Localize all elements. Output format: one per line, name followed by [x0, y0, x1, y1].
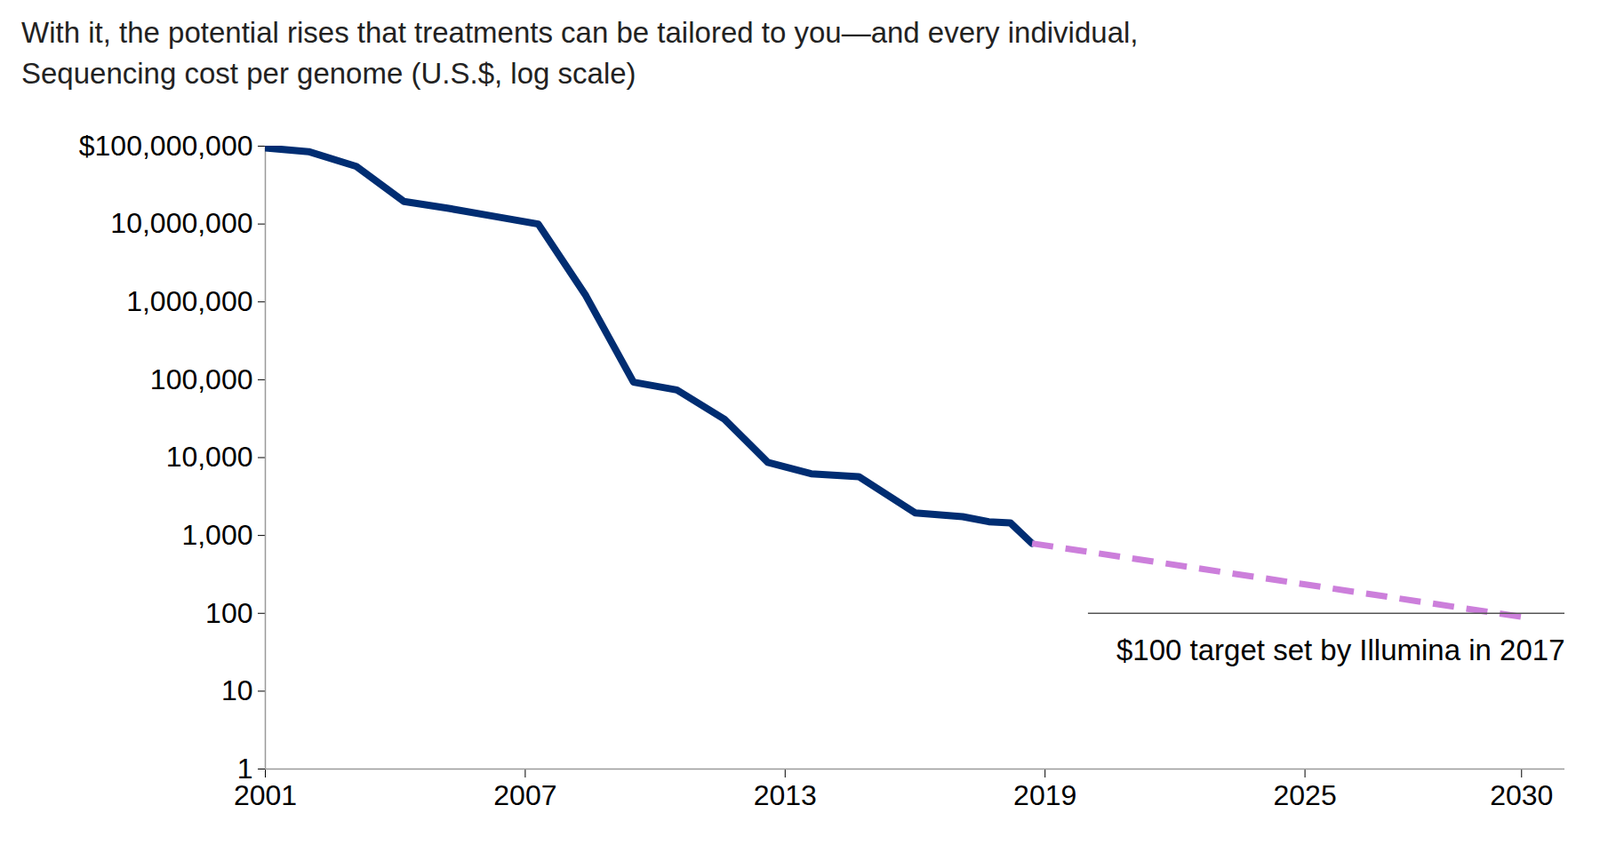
svg-text:2001: 2001 [233, 779, 297, 812]
svg-text:10: 10 [221, 674, 254, 707]
svg-text:$100,000,000: $100,000,000 [79, 129, 254, 162]
svg-text:10,000: 10,000 [166, 440, 254, 473]
svg-text:1,000,000: 1,000,000 [126, 285, 253, 318]
svg-text:100,000: 100,000 [150, 363, 254, 396]
svg-text:1: 1 [237, 752, 253, 785]
svg-text:$100 target set by Illumina in: $100 target set by Illumina in 2017 [1116, 633, 1566, 667]
svg-text:2007: 2007 [493, 779, 557, 812]
svg-text:100: 100 [205, 596, 253, 629]
svg-text:2013: 2013 [753, 779, 817, 812]
html-text:With it, the potential rises t: With it, the potential rises that treatm… [21, 16, 1139, 49]
svg-text:2025: 2025 [1273, 779, 1337, 812]
svg-text:10,000,000: 10,000,000 [110, 207, 253, 240]
svg-text:2030: 2030 [1489, 779, 1553, 812]
svg-text:2019: 2019 [1013, 779, 1077, 812]
svg-text:1,000: 1,000 [181, 519, 253, 552]
html-text:Sequencing cost per genome (U.: Sequencing cost per genome (U.S.$, log s… [21, 56, 637, 90]
